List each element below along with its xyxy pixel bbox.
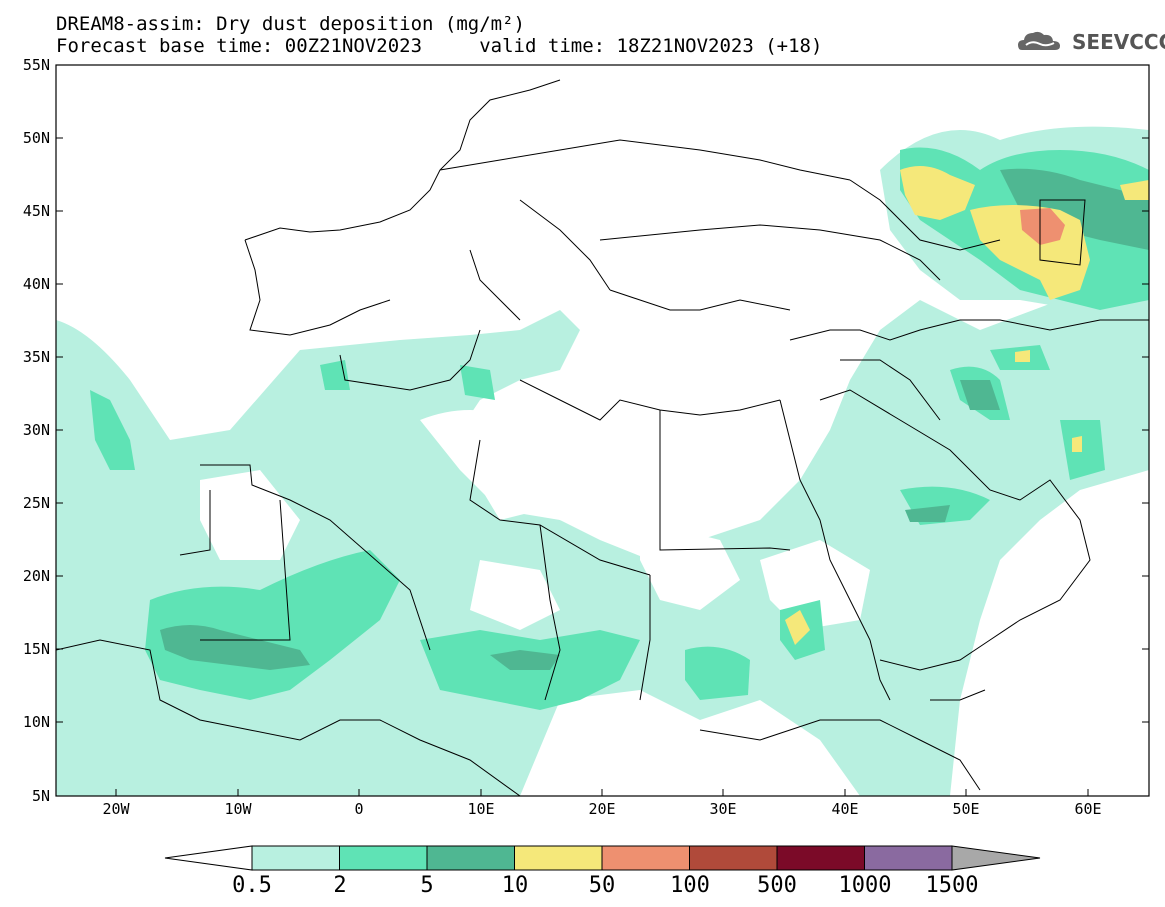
colorbar-label: 50 [589,873,616,898]
colorbar-box [339,845,428,871]
colorbar-box [689,845,778,871]
colorbar-label: 1000 [839,873,892,898]
colorbar-box [776,845,865,871]
lat-label: 5N [32,787,50,805]
lat-label: 20N [23,567,50,585]
lon-label: 50E [952,800,979,818]
colorbar: 0.5 2 5 10 50 100 500 1000 1500 [164,845,1041,898]
colorbar-label: 500 [757,873,797,898]
lon-label: 30E [709,800,736,818]
lon-label: 10E [467,800,494,818]
lat-label: 55N [23,56,50,74]
lat-label: 30N [23,421,50,439]
lat-label: 40N [23,275,50,293]
logo-text: SEEVCCC [1072,30,1165,54]
dust-fields [56,126,1149,796]
lat-label: 45N [23,202,50,220]
ticks [56,64,1149,796]
colorbar-box [601,845,690,871]
lon-label: 0 [354,800,363,818]
lat-label: 35N [23,348,50,366]
lat-labels: 55N 50N 45N 40N 35N 30N 25N 20N 15N 10N … [23,56,50,805]
map-title: DREAM8-assim: Dry dust deposition (mg/m²… [56,13,525,35]
lon-label: 40E [831,800,858,818]
lat-label: 50N [23,129,50,147]
colorbar-label: 5 [420,873,433,898]
cloud-icon [1018,31,1060,50]
colorbar-label: 1500 [926,873,979,898]
colorbar-label: 0.5 [232,873,272,898]
colorbar-right-arrow [951,845,1041,871]
colorbar-box [514,845,603,871]
map-subtitle: Forecast base time: 00Z21NOV2023 valid t… [56,35,823,57]
colorbar-box [864,845,953,871]
borders [56,79,1149,796]
lon-label: 60E [1074,800,1101,818]
lon-label: 20E [588,800,615,818]
lon-label: 20W [102,800,130,818]
lat-label: 25N [23,494,50,512]
colorbar-left-arrow [164,845,253,871]
lat-label: 10N [23,713,50,731]
lat-label: 15N [23,640,50,658]
colorbar-label: 10 [502,873,529,898]
lon-labels: 20W 10W 0 10E 20E 30E 40E 50E 60E [102,800,1101,818]
colorbar-box [426,845,515,871]
colorbar-label: 100 [670,873,710,898]
lon-label: 10W [224,800,252,818]
colorbar-label: 2 [333,873,346,898]
colorbar-box [251,845,340,871]
